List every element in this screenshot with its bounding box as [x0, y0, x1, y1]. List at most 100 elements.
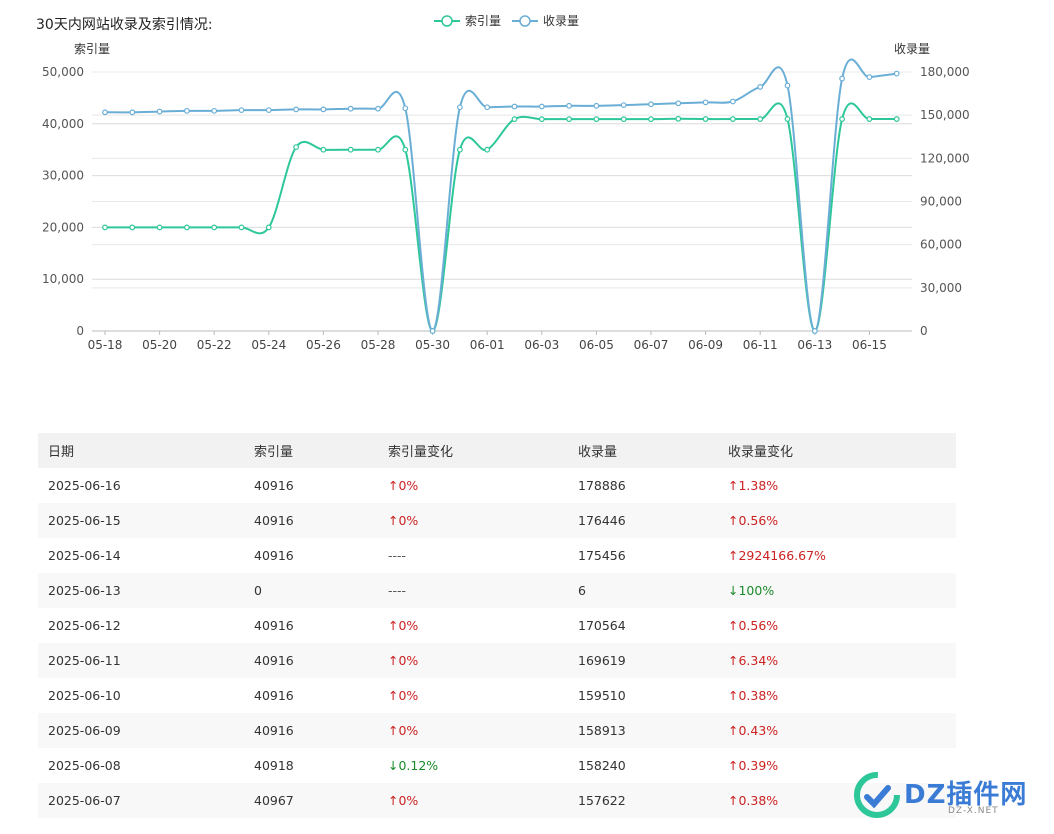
- table-row: 2025-06-10 40916 ↑0% 159510 ↑0.38%: [38, 678, 956, 713]
- y-right-tick-label: 60,000: [920, 238, 962, 252]
- y-right-tick-label: 120,000: [920, 151, 970, 165]
- data-point: [129, 109, 136, 116]
- cell-index: 0: [254, 583, 262, 598]
- header-date: 日期: [48, 445, 75, 460]
- cell-date: 2025-06-16: [48, 478, 121, 493]
- data-point: [757, 84, 764, 90]
- cell-record: 178886: [578, 478, 626, 493]
- data-point: [675, 100, 682, 107]
- x-tick-label: 06-11: [743, 338, 778, 352]
- dz-logo-icon: [854, 772, 900, 818]
- data-point: [156, 108, 163, 115]
- cell-index: 40916: [254, 548, 294, 563]
- cell-date: 2025-06-15: [48, 513, 121, 528]
- x-tick-label: 06-13: [797, 338, 832, 352]
- series-line-record: [104, 58, 897, 333]
- data-table: 日期 索引量 索引量变化 收录量 收录量变化 2025-06-16 40916 ↑0…: [38, 433, 956, 818]
- data-point: [675, 115, 682, 122]
- data-point: [893, 70, 900, 77]
- y-left-tick-label: 10,000: [42, 272, 84, 286]
- legend-marker: [519, 15, 531, 27]
- x-tick-label: 05-26: [306, 338, 341, 352]
- data-point: [347, 105, 354, 112]
- data-point: [156, 224, 163, 231]
- data-point: [457, 104, 463, 111]
- series-line-index: [105, 102, 897, 333]
- y-left-tick-label: 40,000: [42, 117, 84, 131]
- cell-index-change: ↑0%: [388, 618, 419, 633]
- cell-record: 169619: [578, 653, 626, 668]
- data-point: [375, 105, 381, 112]
- data-point: [620, 102, 627, 108]
- data-point: [866, 74, 873, 81]
- y-left-tick-label: 0: [76, 324, 84, 338]
- cell-date: 2025-06-08: [48, 758, 121, 773]
- cell-index-change: ↓0.12%: [388, 758, 439, 773]
- table-row: 2025-06-13 0 ---- 6 ↓100%: [38, 573, 956, 608]
- data-point: [511, 116, 518, 123]
- data-point: [375, 146, 381, 153]
- cell-record: 158240: [578, 758, 626, 773]
- cell-record: 6: [578, 583, 586, 598]
- x-tick-label: 06-09: [688, 338, 723, 352]
- y-right-tick-label: 90,000: [920, 195, 962, 209]
- legend-label: 索引量: [465, 14, 501, 28]
- data-point: [511, 103, 518, 110]
- table-header-row: 日期 索引量 索引量变化 收录量 收录量变化: [38, 433, 956, 468]
- cell-record-change: ↑0.38%: [728, 793, 779, 808]
- x-tick-label: 06-03: [524, 338, 559, 352]
- cell-record: 176446: [578, 513, 626, 528]
- y-right-tick-label: 150,000: [920, 108, 970, 122]
- data-point: [238, 107, 245, 114]
- data-point: [265, 107, 272, 114]
- cell-index: 40916: [254, 513, 294, 528]
- data-point: [320, 106, 327, 113]
- cell-index: 40916: [254, 618, 294, 633]
- cell-index: 40967: [254, 793, 294, 808]
- y-right-tick-label: 0: [920, 324, 928, 338]
- watermark-subtext: DZ-X.NET: [948, 806, 999, 816]
- data-point: [183, 224, 190, 231]
- cell-record: 158913: [578, 723, 626, 738]
- cell-record: 175456: [578, 548, 626, 563]
- table-row: 2025-06-15 40916 ↑0% 176446 ↑0.56%: [38, 503, 956, 538]
- table-row: 2025-06-09 40916 ↑0% 158913 ↑0.43%: [38, 713, 956, 748]
- cell-index-change: ↑0%: [388, 478, 419, 493]
- data-point: [593, 102, 600, 109]
- cell-record: 159510: [578, 688, 626, 703]
- data-point: [211, 107, 218, 114]
- x-tick-label: 06-07: [634, 338, 669, 352]
- data-point: [129, 224, 136, 231]
- data-point: [320, 146, 327, 153]
- x-tick-label: 06-05: [579, 338, 614, 352]
- x-tick-label: 05-18: [88, 338, 123, 352]
- cell-record-change: ↑2924166.67%: [728, 548, 826, 563]
- x-tick-label: 06-01: [470, 338, 505, 352]
- page-title: 30天内网站收录及索引情况:: [36, 17, 213, 33]
- data-point: [839, 116, 845, 122]
- x-tick-label: 05-28: [361, 338, 396, 352]
- data-point: [730, 116, 736, 122]
- y-right-tick-label: 30,000: [920, 281, 962, 295]
- data-point: [429, 328, 436, 334]
- legend-marker: [441, 15, 453, 27]
- watermark-text: DZ插件网: [904, 780, 1028, 810]
- data-point: [457, 146, 463, 153]
- data-point: [102, 224, 108, 231]
- data-point: [293, 144, 300, 151]
- cell-date: 2025-06-13: [48, 583, 121, 598]
- data-point: [866, 116, 873, 122]
- cell-index: 40916: [254, 723, 294, 738]
- header-record: 收录量: [578, 445, 618, 460]
- data-point: [183, 107, 190, 114]
- legend-label: 收录量: [543, 14, 579, 28]
- data-point: [238, 224, 245, 231]
- cell-date: 2025-06-12: [48, 618, 121, 633]
- cell-index-change: ↑0%: [388, 653, 419, 668]
- x-tick-label: 06-15: [852, 338, 887, 352]
- header-record-change: 收录量变化: [728, 445, 794, 460]
- table-row: 2025-06-14 40916 ---- 175456 ↑2924166.67%: [38, 538, 956, 573]
- y-right-tick-label: 180,000: [920, 65, 970, 79]
- data-point: [293, 106, 300, 113]
- data-point: [347, 146, 354, 153]
